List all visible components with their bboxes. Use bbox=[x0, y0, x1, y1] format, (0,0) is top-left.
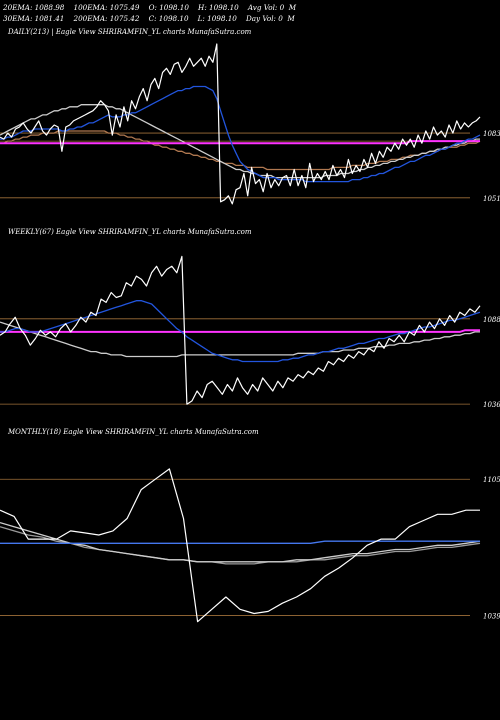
y-tick-label-2-0: 1105 bbox=[483, 476, 500, 484]
series-ema30-0 bbox=[0, 140, 480, 145]
panel-title-1: WEEKLY(67) Eagle View SHRIRAMFIN_YL char… bbox=[8, 228, 252, 236]
header-line-2: 30EMA: 1081.41 200EMA: 1075.42 C: 1098.1… bbox=[3, 14, 295, 23]
series-ema100-0 bbox=[0, 104, 480, 179]
series-ema200-0 bbox=[0, 130, 481, 171]
series-price-2 bbox=[0, 468, 480, 623]
y-tick-label-1-1: 1036 bbox=[483, 401, 500, 409]
series-ema_magenta-1 bbox=[0, 329, 480, 333]
series-ema_light2-2 bbox=[0, 526, 481, 565]
y-tick-label-0-1: 1051 bbox=[483, 195, 500, 203]
series-ema_blue-2 bbox=[0, 540, 480, 544]
series-ema_light-1 bbox=[0, 321, 480, 358]
series-ema_light1-2 bbox=[0, 521, 481, 563]
y-tick-label-0-0: 1083 bbox=[483, 130, 500, 138]
y-tick-label-2-1: 1039 bbox=[483, 613, 500, 621]
series-price-0 bbox=[0, 43, 481, 205]
series-ema20-0 bbox=[0, 85, 481, 183]
series-price-1 bbox=[0, 255, 481, 405]
y-tick-label-1-0: 1088 bbox=[483, 316, 500, 324]
header-line-1: 20EMA: 1088.98 100EMA: 1075.49 O: 1098.1… bbox=[3, 3, 297, 12]
panel-title-2: MONTHLY(18) Eagle View SHRIRAMFIN_YL cha… bbox=[7, 428, 259, 436]
panel-title-0: DAILY(213) | Eagle View SHRIRAMFIN_YL ch… bbox=[7, 28, 252, 36]
